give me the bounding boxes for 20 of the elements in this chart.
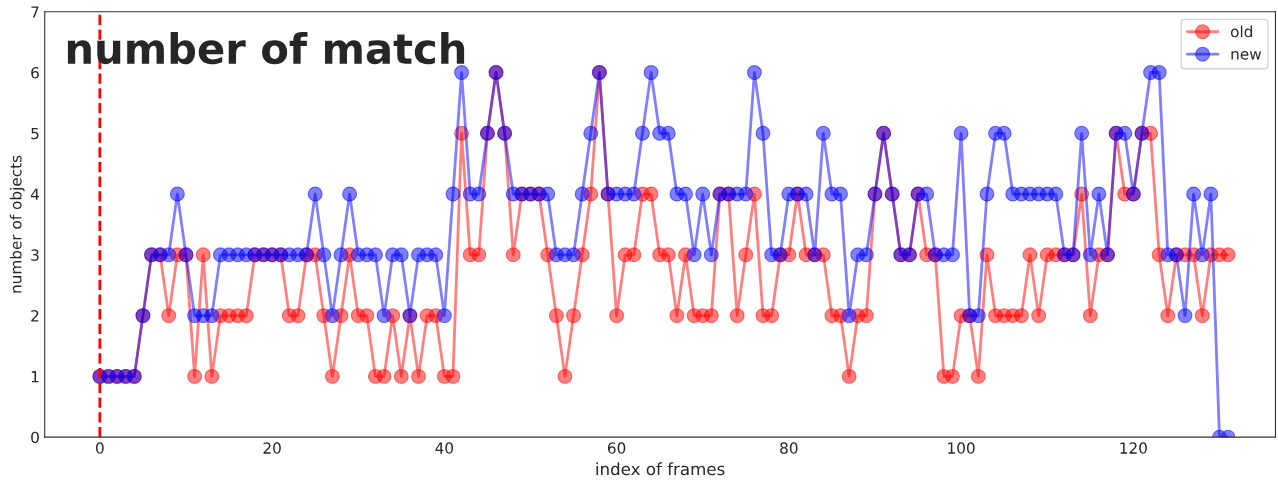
- legend-label: new: [1231, 50, 1262, 60]
- x-tick-label: 120: [1120, 442, 1147, 454]
- y-axis-title: number of objects: [9, 155, 25, 293]
- x-tick-label: 40: [435, 442, 454, 454]
- y-tick-label: 2: [31, 310, 39, 322]
- chart-title: number of match: [67, 31, 465, 65]
- x-tick-label: 20: [263, 442, 281, 454]
- x-tick-label: 80: [780, 442, 798, 454]
- y-tick-label: 7: [31, 6, 39, 18]
- x-axis-title: index of frames: [596, 462, 725, 476]
- y-tick-label: 4: [30, 188, 40, 200]
- x-tick-label: 60: [607, 442, 626, 454]
- legend-label: old: [1230, 25, 1253, 38]
- x-tick-label: 100: [948, 442, 975, 454]
- y-tick-label: 3: [31, 249, 39, 261]
- x-tick-label: 0: [96, 442, 104, 454]
- y-tick-label: 5: [31, 127, 39, 140]
- y-tick-label: 6: [31, 66, 39, 79]
- y-tick-label: 0: [31, 431, 39, 444]
- y-tick-label: 1: [31, 371, 39, 383]
